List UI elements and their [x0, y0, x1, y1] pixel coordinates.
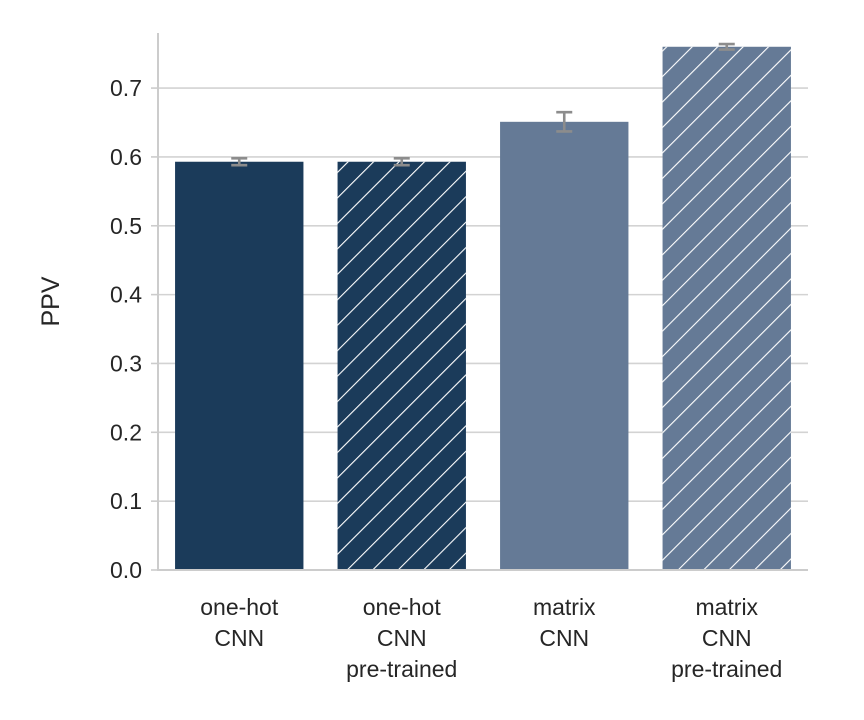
bar-0 — [175, 161, 304, 570]
y-tick-label-5: 0.5 — [110, 213, 142, 239]
y-tick-label-7: 0.7 — [110, 75, 142, 101]
axes — [151, 33, 808, 571]
x-tick-label-3-2: pre-trained — [671, 656, 782, 682]
x-tick-label-2-0: matrix — [533, 594, 596, 620]
y-tick-label-1: 0.1 — [110, 488, 142, 514]
x-tick-label-2-1: CNN — [539, 625, 589, 651]
x-tick-label-1-2: pre-trained — [346, 656, 457, 682]
bar-hatch-1 — [337, 161, 466, 570]
y-tick-label-2: 0.2 — [110, 419, 142, 445]
bars — [175, 46, 791, 571]
bar-hatch-3 — [662, 46, 791, 571]
x-tick-label-3-0: matrix — [695, 594, 758, 620]
x-tick-label-0-0: one-hot — [200, 594, 279, 620]
y-axis-label: PPV — [37, 276, 65, 326]
x-tick-label-3-1: CNN — [702, 625, 752, 651]
error-bars — [231, 42, 735, 167]
x-tick-label-1-0: one-hot — [363, 594, 442, 620]
bar-2 — [500, 121, 629, 571]
x-tick-label-1-1: CNN — [377, 625, 427, 651]
y-tick-label-3: 0.3 — [110, 350, 142, 376]
y-tick-label-6: 0.6 — [110, 144, 142, 170]
y-tick-label-0: 0.0 — [110, 557, 142, 583]
labels: 0.0 0.1 0.2 0.3 0.4 0.5 0.6 0.7 one-hot CNN one-ho… — [37, 75, 782, 682]
x-tick-label-0-1: CNN — [214, 625, 264, 651]
y-tick-label-4: 0.4 — [110, 282, 142, 308]
